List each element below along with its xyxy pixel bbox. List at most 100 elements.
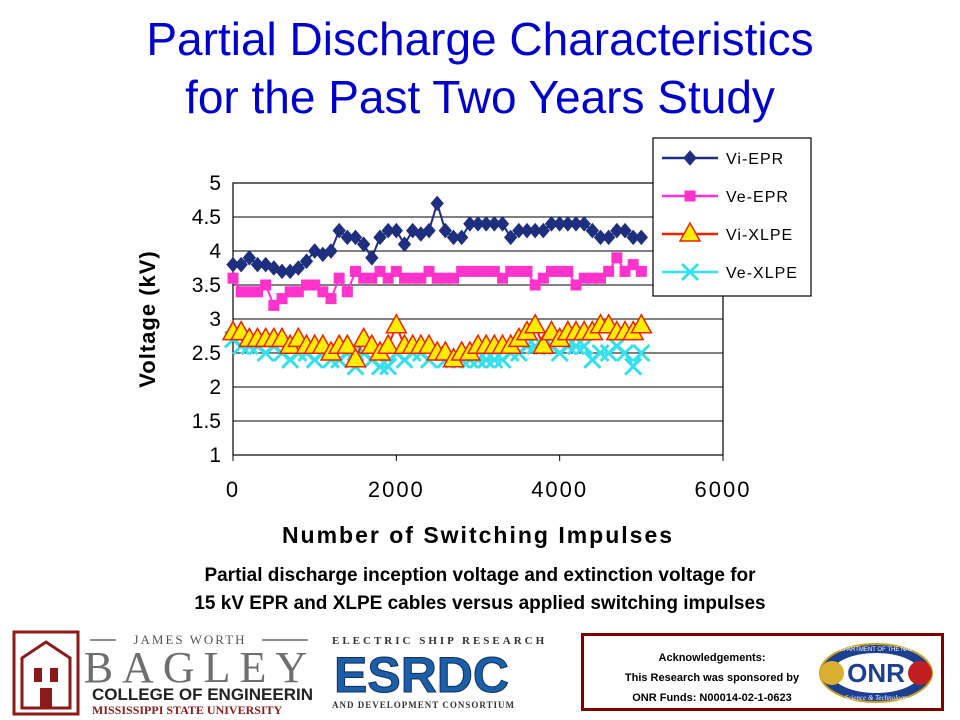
data-point-vi-epr [634,229,648,246]
ack-line-3: ONR Funds: N00014-02-1-0623 [632,692,792,704]
data-point-ve-epr [472,265,484,277]
data-point-ve-epr [325,293,337,305]
x-tick-label: 6000 [695,477,752,502]
data-point-ve-epr [301,279,312,291]
data-point-ve-epr [586,272,598,284]
data-point-vi-epr [291,260,305,276]
y-tick-label: 3 [209,308,221,331]
data-point-ve-epr [578,272,590,284]
data-point-ve-epr [284,286,296,298]
data-point-ve-epr [513,265,525,277]
data-point-ve-epr [227,272,239,284]
data-point-vi-epr [299,253,314,269]
data-point-ve-epr [456,265,468,277]
legend-label-vi-xlpe: Vi-XLPE [726,227,793,244]
legend-label-vi-epr: Vi-EPR [726,151,784,168]
data-point-ve-xlpe [632,343,651,363]
data-point-vi-epr [242,250,256,266]
esrdc-logo: ELECTRIC SHIP RESEARCH ESRDC AND DEVELOP… [332,635,547,710]
esrdc-logo-main: ESRDC [334,647,509,703]
data-point-ve-epr [488,265,500,277]
data-point-vi-xlpe [344,347,367,368]
data-point-ve-epr [619,265,631,277]
data-point-vi-epr [438,222,452,239]
legend-marker-vi-xlpe [678,221,702,242]
x-tick-label: 2000 [368,477,425,502]
bagley-college-logo: JAMES WORTH BAGLEY COLLEGE OF ENGINEERIN… [12,630,312,716]
data-point-ve-epr [505,265,517,277]
marine-seal-icon [908,661,932,685]
y-tick-label: 1 [209,444,221,467]
data-point-vi-epr [348,229,363,246]
data-point-ve-epr [276,293,288,305]
data-point-ve-epr [252,286,263,298]
data-point-vi-epr [602,229,616,246]
data-point-ve-xlpe [615,343,635,363]
data-point-ve-epr [627,259,639,271]
data-point-ve-epr [448,272,459,284]
x-tick-label: 4000 [531,477,588,502]
data-point-ve-epr [309,279,321,291]
data-point-ve-xlpe [566,337,586,356]
bagley-logo-line4: MISSISSIPPI STATE UNIVERSITY [92,703,283,716]
slide-title: Partial Discharge Characteristics for th… [0,10,960,126]
legend-marker-ve-xlpe [680,262,700,282]
data-point-ve-epr [415,272,427,284]
data-point-ve-epr [382,272,394,284]
esrdc-logo-top: ELECTRIC SHIP RESEARCH [332,635,547,647]
data-point-vi-xlpe [532,333,555,354]
data-point-ve-epr [366,272,378,284]
data-point-ve-epr [292,286,304,298]
data-point-vi-xlpe [336,333,359,354]
data-point-ve-epr [603,265,615,277]
data-point-ve-epr [243,286,255,298]
data-point-ve-epr [611,252,623,264]
data-point-ve-xlpe [477,350,496,369]
data-point-ve-epr [407,272,419,284]
legend-marker-ve-epr [684,190,696,202]
y-tick-label: 1.5 [192,410,221,433]
chart-legend: Vi-EPR Ve-EPR Vi-XLPE Ve-XLPE [652,137,812,297]
data-point-ve-epr [390,265,402,277]
onr-ring-text: DEPARTMENT OF THE NAVY [835,647,917,653]
data-point-vi-epr [430,195,444,212]
legend-label-ve-epr: Ve-EPR [726,189,789,206]
data-point-ve-xlpe [370,357,390,376]
data-point-ve-xlpe [624,357,643,376]
plot-border [232,182,724,456]
y-tick-label: 4 [209,240,221,263]
pd-voltage-chart: 1 1.5 2 2.5 3 3.5 4 4.5 5 0 2000 4000 6000 Number of … [135,137,812,548]
caption-line-1: Partial discharge inception voltage and … [204,565,756,586]
data-point-ve-xlpe [485,350,504,369]
data-point-vi-epr [618,222,632,239]
x-axis-label: Number of Switching Impulses [282,522,674,548]
data-point-ve-epr [546,265,557,277]
data-point-vi-xlpe [385,313,408,334]
data-point-ve-epr [317,286,329,298]
y-axis-label: Voltage (kV) [135,250,160,388]
onr-logo-main: ONR [847,658,905,688]
data-point-ve-epr [431,272,443,284]
data-point-vi-epr [389,222,403,239]
esrdc-logo-bottom: AND DEVELOPMENT CONSORTIUM [332,700,515,710]
data-point-ve-xlpe [379,357,398,376]
series-line-vi-epr [233,199,642,273]
data-point-ve-epr [521,265,533,277]
data-point-ve-epr [480,265,492,277]
acknowledgement-box: Acknowledgements: This Research was spon… [581,633,944,711]
data-point-ve-epr [350,265,361,277]
data-point-vi-epr [234,256,248,273]
bagley-logo-line1: JAMES WORTH [133,632,246,647]
data-point-ve-epr [562,265,574,277]
onr-logo-bottom: Science & Technology [845,694,908,702]
data-point-vi-epr [455,229,469,246]
data-point-vi-epr [585,222,599,239]
data-point-ve-epr [497,272,508,284]
data-point-vi-epr [504,229,518,246]
data-point-ve-epr [537,272,549,284]
data-point-ve-epr [358,272,370,284]
data-point-vi-epr [397,236,412,252]
data-point-ve-epr [635,265,647,277]
data-point-ve-xlpe [591,343,610,363]
data-point-ve-epr [595,272,606,284]
